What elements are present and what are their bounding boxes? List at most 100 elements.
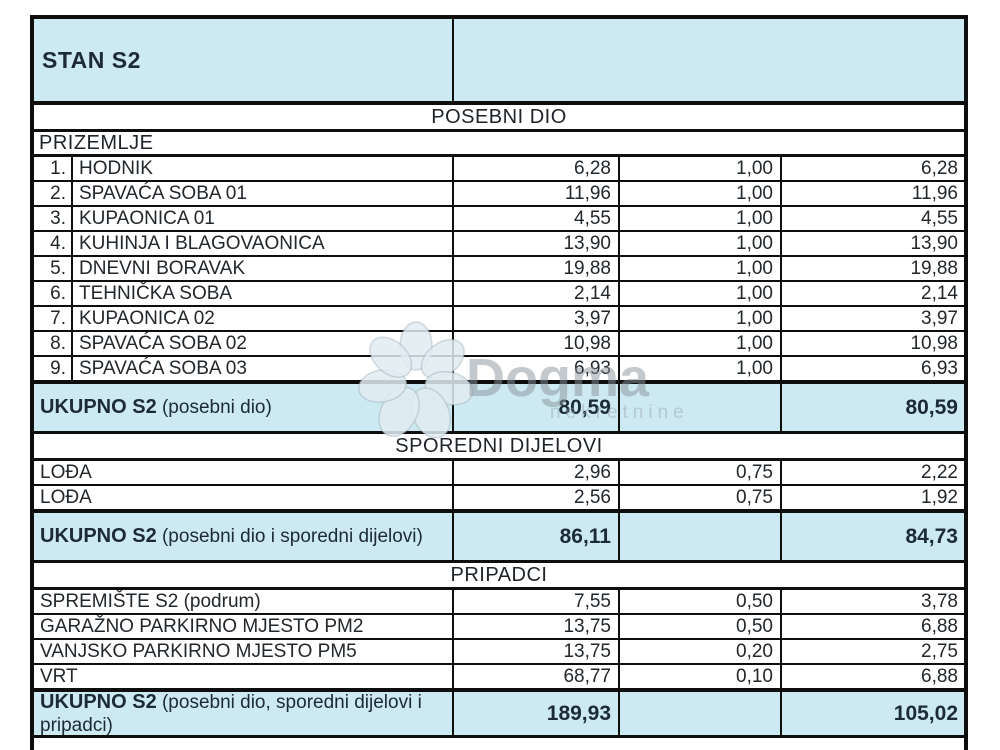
room-label: GARAŽNO PARKIRNO MJESTO PM2 <box>34 615 454 638</box>
coefficient-value: 1,00 <box>620 307 782 330</box>
floor-header-label: PRIZEMLJE <box>39 132 154 154</box>
result-value: 1,92 <box>921 487 958 508</box>
room-label: KUHINJA I BLAGOVAONICA <box>73 232 454 255</box>
coefficient-value: 1,00 <box>620 207 782 230</box>
area-table: STAN S2 POSEBNI DIO PRIZEMLJE 1. HODNIK 6,… <box>30 15 968 750</box>
result-value: 11,96 <box>911 183 958 204</box>
table-row: VRT 68,77 0,10 6,88 <box>34 665 964 692</box>
total-result-value: 80,59 <box>782 384 964 431</box>
table-row: 1. HODNIK 6,28 1,00 6,28 <box>34 157 964 182</box>
total-coef-empty <box>620 384 782 431</box>
total-result-value: 84,73 <box>782 513 964 560</box>
rows-sporedni: LOĐA 2,96 0,75 2,22 LOĐA 2,56 0,75 1,92 <box>34 461 964 513</box>
coefficient-value: 0,75 <box>620 461 782 484</box>
table-title: STAN S2 <box>34 19 454 101</box>
room-number: 4. <box>34 232 73 255</box>
room-label: LOĐA <box>34 461 454 484</box>
coefficient-value: 0,50 <box>620 615 782 638</box>
section-header-pripadci: PRIPADCI <box>34 563 964 590</box>
area-value: 13,75 <box>454 615 620 638</box>
result-value: 3,78 <box>921 591 958 612</box>
table-row: 6. TEHNIČKA SOBA 2,14 1,00 2,14 <box>34 282 964 307</box>
area-value: 10,98 <box>454 332 620 355</box>
table-row: 3. KUPAONICA 01 4,55 1,00 4,55 <box>34 207 964 232</box>
total-label-sub: (posebni dio i sporedni dijelovi) <box>161 526 423 547</box>
room-number: 6. <box>34 282 73 305</box>
area-value: 3,97 <box>454 307 620 330</box>
total-label-bold: UKUPNO S2 <box>40 396 157 418</box>
total-area-value: 86,11 <box>454 513 620 560</box>
total-label-bold: UKUPNO S2 <box>40 692 157 713</box>
total-label: UKUPNO S2 (posebni dio, sporedni dijelov… <box>34 692 454 735</box>
table-row: LOĐA 2,56 0,75 1,92 <box>34 486 964 513</box>
section-header-label: PRIPADCI <box>450 564 548 586</box>
area-value: 6,93 <box>454 357 620 380</box>
table-row: SPREMIŠTE S2 (podrum) 7,55 0,50 3,78 <box>34 590 964 615</box>
room-label: SPREMIŠTE S2 (podrum) <box>34 590 454 613</box>
area-value: 2,14 <box>454 282 620 305</box>
result-value: 6,88 <box>921 616 958 637</box>
room-number: 1. <box>34 157 73 180</box>
result-value: 4,55 <box>921 208 958 229</box>
result-value: 6,28 <box>921 158 958 179</box>
room-label: KUPAONICA 02 <box>73 307 454 330</box>
room-label: DNEVNI BORAVAK <box>73 257 454 280</box>
total-coef-empty <box>620 513 782 560</box>
total-label: UKUPNO S2 (posebni dio) <box>34 384 454 431</box>
room-label: LOĐA <box>34 486 454 509</box>
coefficient-value: 0,20 <box>620 640 782 663</box>
floor-header-prizemlje: PRIZEMLJE <box>34 132 964 157</box>
area-value: 11,96 <box>454 182 620 205</box>
coefficient-value: 1,00 <box>620 332 782 355</box>
result-value: 2,22 <box>921 462 958 483</box>
bottom-empty-row <box>34 738 964 750</box>
room-label: KUPAONICA 01 <box>73 207 454 230</box>
result-value: 3,97 <box>921 308 958 329</box>
room-label: SPAVAĆA SOBA 01 <box>73 182 454 205</box>
area-value: 6,28 <box>454 157 620 180</box>
area-value: 68,77 <box>454 665 620 688</box>
result-value: 6,93 <box>921 358 958 379</box>
room-label: TEHNIČKA SOBA <box>73 282 454 305</box>
rows-posebni: 1. HODNIK 6,28 1,00 6,28 2. SPAVAĆA SOBA 01 11,… <box>34 157 964 384</box>
area-value: 13,90 <box>454 232 620 255</box>
table-row: 2. SPAVAĆA SOBA 01 11,96 1,00 11,96 <box>34 182 964 207</box>
coefficient-value: 1,00 <box>620 182 782 205</box>
room-label: SPAVAĆA SOBA 03 <box>73 357 454 380</box>
section-header-label: SPOREDNI DIJELOVI <box>395 435 603 457</box>
total-label-sub: (posebni dio) <box>161 397 272 418</box>
total-result-value: 105,02 <box>782 692 964 735</box>
room-number: 5. <box>34 257 73 280</box>
result-value: 10,98 <box>910 333 958 354</box>
area-value: 13,75 <box>454 640 620 663</box>
total-area-value: 80,59 <box>454 384 620 431</box>
table-row: LOĐA 2,96 0,75 2,22 <box>34 461 964 486</box>
result-value: 19,88 <box>910 258 958 279</box>
table-row: 5. DNEVNI BORAVAK 19,88 1,00 19,88 <box>34 257 964 282</box>
result-value: 2,75 <box>921 641 958 662</box>
table-row: 7. KUPAONICA 02 3,97 1,00 3,97 <box>34 307 964 332</box>
table-row: 8. SPAVAĆA SOBA 02 10,98 1,00 10,98 <box>34 332 964 357</box>
coefficient-value: 1,00 <box>620 157 782 180</box>
coefficient-value: 0,50 <box>620 590 782 613</box>
area-value: 2,96 <box>454 461 620 484</box>
coefficient-value: 0,10 <box>620 665 782 688</box>
room-number: 2. <box>34 182 73 205</box>
coefficient-value: 1,00 <box>620 257 782 280</box>
total-coef-empty <box>620 692 782 735</box>
room-label: VRT <box>34 665 454 688</box>
room-number: 7. <box>34 307 73 330</box>
total-row-sporedni: UKUPNO S2 (posebni dio i sporedni dijelo… <box>34 513 964 563</box>
result-value: 2,14 <box>921 283 958 304</box>
room-label: VANJSKO PARKIRNO MJESTO PM5 <box>34 640 454 663</box>
result-value: 6,88 <box>921 666 958 687</box>
section-header-label: POSEBNI DIO <box>431 106 567 128</box>
room-number: 9. <box>34 357 73 380</box>
total-area-value: 189,93 <box>454 692 620 735</box>
total-row-posebni: UKUPNO S2 (posebni dio) 80,59 80,59 <box>34 384 964 434</box>
total-label-bold: UKUPNO S2 <box>40 525 157 547</box>
coefficient-value: 1,00 <box>620 232 782 255</box>
header-right-cell <box>454 19 964 101</box>
section-header-sporedni-dijelovi: SPOREDNI DIJELOVI <box>34 434 964 461</box>
room-number: 3. <box>34 207 73 230</box>
